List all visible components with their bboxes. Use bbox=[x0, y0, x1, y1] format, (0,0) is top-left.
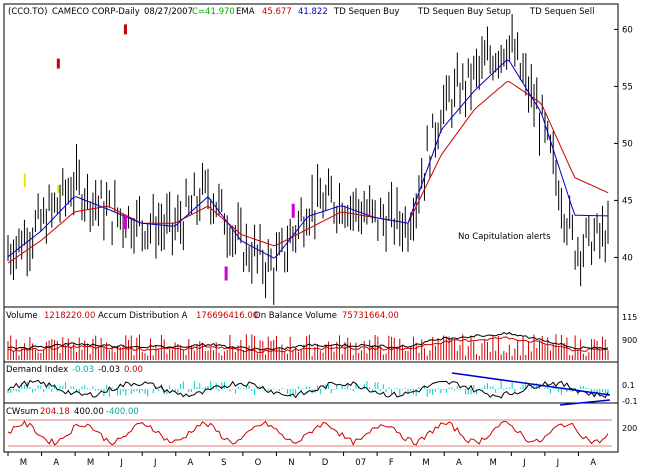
header-name: CAMECO CORP-Daily bbox=[52, 7, 140, 17]
ad-label: Accum Distribution A bbox=[98, 311, 188, 321]
x-tick-label: J bbox=[522, 458, 526, 468]
td-setup-marker bbox=[23, 179, 26, 188]
cwsum-v2: 400.00 bbox=[74, 407, 104, 417]
cwsum-line bbox=[7, 420, 609, 446]
cwsum-layer bbox=[7, 419, 612, 447]
header-ind1: TD Sequen Buy bbox=[333, 7, 399, 17]
x-tick-label: J bbox=[119, 458, 123, 468]
header-ind2: TD Sequen Buy Setup bbox=[417, 7, 511, 17]
volume-value: 1218220.00 bbox=[44, 311, 95, 321]
x-tick-label: M bbox=[490, 458, 497, 468]
volume-label: Volume bbox=[6, 311, 38, 321]
td-buy-marker bbox=[123, 215, 127, 230]
price-panel-frame bbox=[3, 3, 619, 308]
td-sell-marker bbox=[56, 58, 60, 69]
x-tick-label: A bbox=[590, 458, 596, 468]
header-symbol: (CCO.TO) bbox=[8, 7, 47, 17]
x-tick-label: 07 bbox=[355, 458, 366, 468]
y-tick-label: 50 bbox=[622, 139, 633, 149]
volume-axis-tick: 900 bbox=[622, 336, 637, 345]
x-tick-label: M bbox=[20, 458, 27, 468]
demand-v3: 0.00 bbox=[124, 365, 143, 375]
obv-line bbox=[7, 331, 609, 351]
demand-layer bbox=[7, 372, 611, 406]
cwsum-panel-frame bbox=[3, 402, 619, 453]
trendline bbox=[559, 399, 611, 406]
header-date: 08/27/2007 bbox=[144, 7, 193, 17]
x-tick-label: A bbox=[188, 458, 194, 468]
price-layer bbox=[7, 13, 609, 305]
x-tick-label: D bbox=[322, 458, 329, 468]
y-tick-label: 40 bbox=[622, 253, 633, 263]
td-setup-marker bbox=[57, 185, 60, 193]
obv-value: 75731664.00 bbox=[342, 311, 399, 321]
demand-line bbox=[7, 379, 609, 399]
volume-layer bbox=[7, 331, 609, 360]
x-tick-label: O bbox=[255, 458, 262, 468]
header-close: C=41.970 bbox=[192, 7, 235, 17]
ad-value: 176696416.00 bbox=[196, 311, 258, 321]
header-ema1: 45.677 bbox=[262, 7, 292, 17]
cwsum-v1: 204.18 bbox=[40, 407, 70, 417]
accum-dist-line bbox=[7, 336, 609, 354]
cwsum-v3: -400.00 bbox=[106, 407, 139, 417]
cwsum-label: CWsum bbox=[6, 407, 38, 417]
x-tick-label: J bbox=[556, 458, 560, 468]
y-tick-label: 60 bbox=[622, 25, 633, 35]
demand-axis-tick: -0.1 bbox=[622, 397, 638, 406]
demand-label: Demand Index bbox=[6, 365, 68, 375]
ema-slow-line bbox=[7, 81, 609, 264]
axis-layer: M A M J J A S O N D 07 F M A M J J A 40 45 50 55 60 bbox=[7, 25, 633, 468]
td-setup-marker bbox=[23, 173, 26, 182]
x-tick-label: J bbox=[153, 458, 157, 468]
header-ema-label: EMA bbox=[236, 7, 255, 17]
obv-label: On Balance Volume bbox=[254, 311, 337, 321]
volume-axis-tick: 115 bbox=[622, 313, 637, 322]
x-tick-label: A bbox=[53, 458, 59, 468]
td-sell-marker bbox=[123, 24, 127, 35]
x-tick-label: A bbox=[456, 458, 462, 468]
td-buy-marker bbox=[291, 203, 295, 218]
ema-fast-line bbox=[7, 59, 608, 259]
y-tick-label: 45 bbox=[622, 196, 633, 206]
x-tick-label: M bbox=[87, 458, 94, 468]
demand-v2: -0.03 bbox=[98, 365, 120, 375]
x-tick-label: S bbox=[221, 458, 226, 468]
y-tick-label: 55 bbox=[622, 82, 633, 92]
header-ema2: 41.822 bbox=[298, 7, 328, 17]
cwsum-axis-tick: 200 bbox=[622, 424, 637, 433]
header-ind3: TD Sequen Sell bbox=[529, 7, 595, 17]
demand-v1: -0.03 bbox=[72, 365, 94, 375]
demand-axis-tick: 0.1 bbox=[622, 381, 635, 390]
x-tick-label: N bbox=[288, 458, 294, 468]
annotation-text: No Capitulation alerts bbox=[458, 232, 551, 242]
td-buy-marker bbox=[224, 266, 228, 281]
x-tick-label: M bbox=[422, 458, 429, 468]
x-tick-label: F bbox=[389, 458, 394, 468]
trendline bbox=[451, 372, 611, 396]
